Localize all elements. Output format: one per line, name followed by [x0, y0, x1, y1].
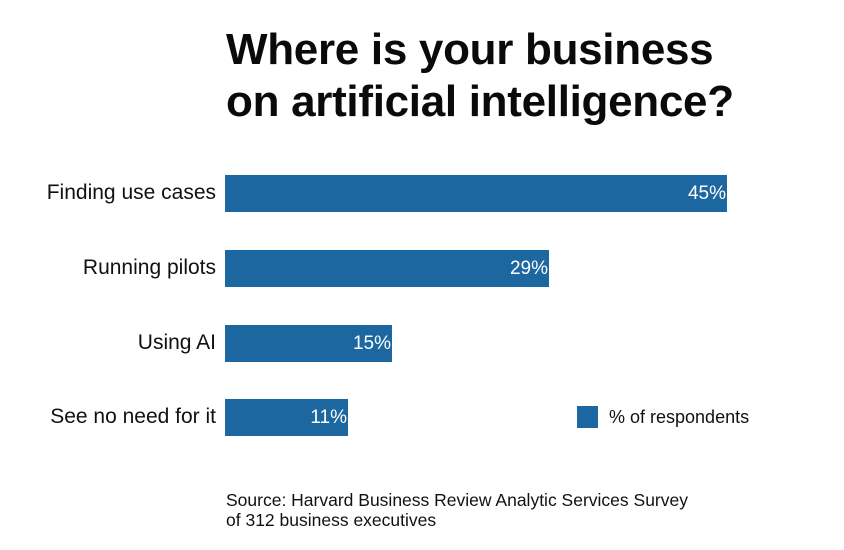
bar-value-label: 29%	[509, 258, 548, 279]
source-line-1: Source: Harvard Business Review Analytic…	[226, 490, 688, 510]
bar-running-pilots: 29%	[225, 250, 549, 287]
category-label: Using AI	[137, 331, 216, 354]
chart-title-line-1: Where is your business	[226, 25, 714, 74]
bar-using-ai: 15%	[225, 325, 392, 362]
category-label: Finding use cases	[46, 181, 216, 204]
category-label: Running pilots	[82, 256, 216, 279]
source-line-2: of 312 business executives	[226, 510, 437, 530]
legend-label: % of respondents	[609, 406, 750, 427]
bar-value-label: 11%	[310, 407, 347, 428]
bar-value-label: 45%	[687, 183, 726, 204]
legend: % of respondents	[577, 406, 749, 428]
bar-finding-use-cases: 45%	[225, 175, 727, 212]
category-label: See no need for it	[50, 405, 216, 428]
bar-value-label: 15%	[352, 333, 391, 354]
legend-swatch	[577, 406, 598, 428]
bar-see-no-need: 11%	[225, 399, 348, 436]
chart-title-line-2: on artificial intelligence?	[226, 77, 734, 126]
source-note: Source: Harvard Business Review Analytic…	[226, 490, 688, 530]
chart-title: Where is your business on artificial int…	[226, 24, 734, 128]
